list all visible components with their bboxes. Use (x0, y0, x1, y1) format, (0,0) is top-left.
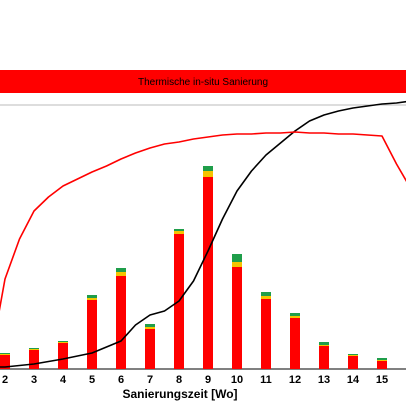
bar-yellow-3 (29, 349, 39, 350)
x-tick-label-6: 6 (118, 374, 124, 386)
bar-yellow-6 (116, 272, 126, 276)
line-series-red (0, 131, 406, 312)
bar-green-9 (203, 166, 213, 171)
x-tick-label-12: 12 (289, 374, 301, 386)
line-series-black (0, 100, 406, 368)
bar-green-11 (261, 292, 271, 296)
bar-red-9 (203, 177, 213, 369)
bar-yellow-4 (58, 342, 68, 343)
bar-yellow-5 (87, 298, 97, 300)
bar-yellow-15 (377, 360, 387, 361)
bar-green-13 (319, 342, 329, 345)
bar-green-2 (0, 353, 10, 354)
bar-red-13 (319, 346, 329, 369)
x-tick-label-11: 11 (260, 374, 272, 386)
bar-green-5 (87, 295, 97, 298)
bar-red-14 (348, 356, 358, 369)
bar-green-10 (232, 254, 242, 262)
bar-yellow-7 (145, 327, 155, 329)
x-tick-label-10: 10 (231, 374, 243, 386)
x-tick-label-3: 3 (31, 374, 37, 386)
bar-red-7 (145, 329, 155, 369)
bar-green-7 (145, 324, 155, 327)
bar-green-15 (377, 358, 387, 360)
bar-yellow-11 (261, 296, 271, 299)
bar-red-10 (232, 267, 242, 369)
bar-yellow-13 (319, 345, 329, 346)
x-tick-label-15: 15 (376, 374, 388, 386)
bar-yellow-8 (174, 231, 184, 234)
bar-green-12 (290, 313, 300, 316)
bar-red-6 (116, 276, 126, 369)
x-tick-label-14: 14 (347, 374, 360, 386)
x-tick-label-9: 9 (205, 374, 211, 386)
x-tick-label-2: 2 (2, 374, 8, 386)
bar-green-14 (348, 354, 358, 355)
bar-red-4 (58, 343, 68, 369)
bar-yellow-9 (203, 171, 213, 177)
x-tick-label-5: 5 (89, 374, 95, 386)
x-tick-label-4: 4 (60, 374, 67, 386)
bar-red-2 (0, 355, 10, 369)
x-tick-labels: 2 3 4 5 6 7 8 9 10 11 12 13 14 15 (2, 374, 388, 386)
bars-layer (0, 166, 387, 369)
x-tick-label-13: 13 (318, 374, 330, 386)
bar-yellow-14 (348, 355, 358, 356)
bar-green-3 (29, 348, 39, 349)
lines-layer (0, 100, 406, 368)
bar-yellow-12 (290, 316, 300, 318)
bar-red-3 (29, 350, 39, 369)
bar-yellow-10 (232, 262, 242, 267)
x-axis-title: Sanierungszeit [Wo] (122, 387, 237, 401)
bar-green-6 (116, 268, 126, 272)
bar-green-8 (174, 229, 184, 231)
phase-bar-label: Thermische in-situ Sanierung (138, 77, 268, 88)
bar-green-4 (58, 341, 68, 342)
bar-red-11 (261, 299, 271, 369)
x-tick-label-7: 7 (147, 374, 153, 386)
phase-bar: Thermische in-situ Sanierung (0, 70, 406, 93)
x-tick-label-8: 8 (176, 374, 182, 386)
bar-yellow-2 (0, 354, 10, 355)
phase-bar-fill (0, 70, 406, 93)
bar-red-15 (377, 361, 387, 369)
bar-red-5 (87, 300, 97, 369)
bar-red-12 (290, 318, 300, 369)
